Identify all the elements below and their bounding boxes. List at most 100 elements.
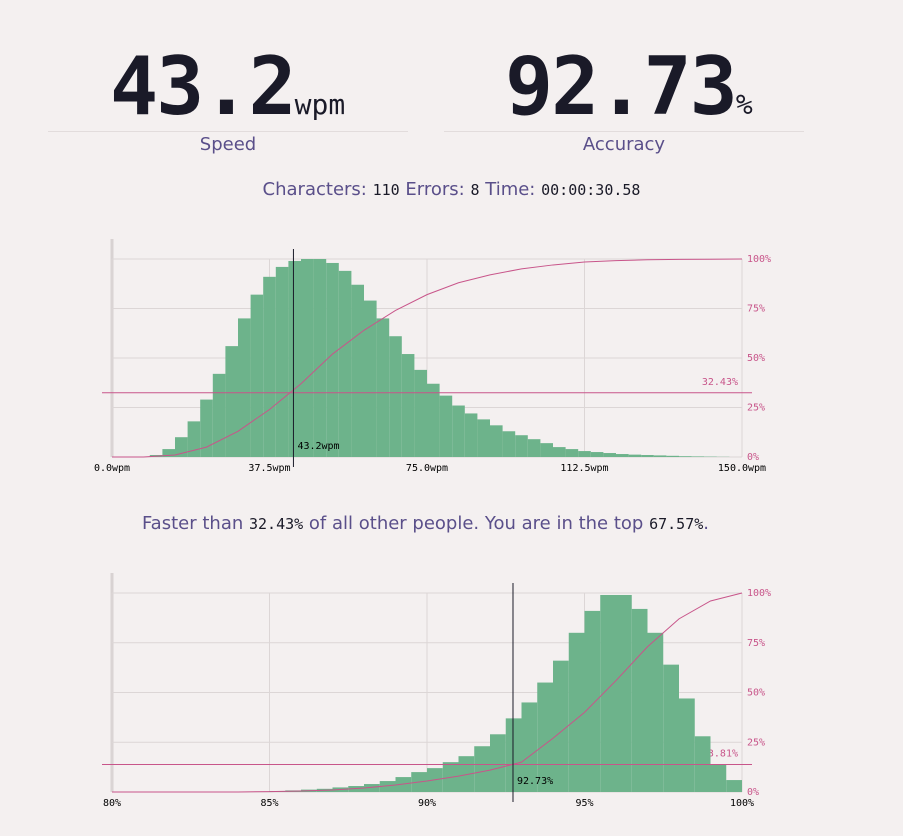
bar xyxy=(653,455,667,457)
text: of all other people. You are in the top xyxy=(308,513,644,534)
bar xyxy=(200,399,213,457)
bar xyxy=(553,660,569,792)
text: . xyxy=(703,513,710,534)
speed-label: Speed xyxy=(199,134,257,155)
bar xyxy=(364,300,377,457)
bar xyxy=(616,454,629,457)
bar xyxy=(212,373,226,457)
separator xyxy=(48,131,408,132)
time-label: Time: xyxy=(485,179,536,200)
bar xyxy=(679,698,695,792)
y2-tick-label: 75% xyxy=(747,638,765,649)
errors-value: 8 xyxy=(470,181,480,199)
bar xyxy=(540,443,553,457)
bar xyxy=(710,764,727,792)
accuracy-label: Accuracy xyxy=(582,134,666,155)
y2-tick-label: 25% xyxy=(747,737,765,748)
percentile-label: 13.81% xyxy=(702,749,738,760)
speed-number: 43.2 xyxy=(110,40,297,133)
bar xyxy=(663,664,679,792)
bar xyxy=(600,594,616,792)
bar xyxy=(603,453,616,457)
bar xyxy=(225,346,238,457)
text: Faster than xyxy=(141,513,244,534)
y2-tick-label: 25% xyxy=(747,403,765,414)
top-value: 67.57% xyxy=(649,515,704,533)
bar xyxy=(641,455,654,457)
bar xyxy=(474,746,490,792)
user-marker-label: 43.2wpm xyxy=(297,441,339,452)
bar xyxy=(584,610,601,792)
x-tick-label: 75.0wpm xyxy=(406,463,448,474)
x-tick-label: 150.0wpm xyxy=(718,463,766,474)
bar xyxy=(364,784,380,792)
bar xyxy=(389,336,402,457)
percentile-label: 32.43% xyxy=(702,377,738,388)
bar xyxy=(502,431,516,457)
bar xyxy=(505,718,522,792)
y2-tick-label: 0% xyxy=(747,452,759,463)
bar xyxy=(162,449,175,457)
bar xyxy=(631,608,648,792)
bar xyxy=(379,781,396,792)
bar xyxy=(628,454,642,457)
percentile: Faster than 32.43% of all other people. … xyxy=(0,513,877,534)
y2-tick-label: 50% xyxy=(747,353,765,364)
bar xyxy=(490,425,503,457)
bar xyxy=(250,294,264,457)
cdf-line xyxy=(112,592,743,793)
bar xyxy=(439,395,453,457)
bar xyxy=(326,262,339,457)
y2-tick-label: 50% xyxy=(747,688,765,699)
separator xyxy=(444,131,804,132)
bar xyxy=(338,270,352,457)
bar xyxy=(553,447,566,457)
bar xyxy=(452,405,465,457)
bar xyxy=(275,266,289,457)
accuracy-value: 92.73% xyxy=(505,42,753,150)
bar xyxy=(238,318,251,457)
faster-value: 32.43% xyxy=(249,515,304,533)
bar xyxy=(691,456,705,457)
x-tick-label: 112.5wpm xyxy=(560,463,608,474)
x-tick-label: 90% xyxy=(418,798,436,809)
bar xyxy=(301,259,314,457)
bar xyxy=(527,439,541,457)
y2-tick-label: 100% xyxy=(747,588,771,599)
bar xyxy=(288,260,301,457)
y2-tick-label: 75% xyxy=(747,304,765,315)
bar xyxy=(590,452,604,457)
bar xyxy=(427,383,440,457)
bar xyxy=(616,594,632,792)
x-tick-label: 37.5wpm xyxy=(248,463,290,474)
bar xyxy=(726,780,742,792)
bar xyxy=(477,419,490,457)
x-tick-label: 80% xyxy=(103,798,121,809)
bar xyxy=(401,354,415,457)
time-value: 00:00:30.58 xyxy=(541,181,641,199)
y2-tick-label: 0% xyxy=(747,787,759,798)
bar xyxy=(666,455,679,457)
bar xyxy=(515,435,528,457)
bar xyxy=(647,632,664,792)
bar xyxy=(263,276,276,457)
x-tick-label: 85% xyxy=(260,798,278,809)
bar xyxy=(175,437,188,457)
characters-value: 110 xyxy=(372,181,400,199)
accuracy-number: 92.73 xyxy=(505,40,738,133)
bar xyxy=(568,632,585,792)
bar xyxy=(376,318,390,457)
bar xyxy=(313,259,327,457)
accuracy-unit: % xyxy=(735,88,753,121)
bar xyxy=(490,734,506,792)
x-tick-label: 95% xyxy=(575,798,593,809)
bar xyxy=(187,421,201,457)
errors-label: Errors: xyxy=(405,179,465,200)
bar xyxy=(565,449,579,457)
characters-label: Characters: xyxy=(262,179,367,200)
bar xyxy=(679,456,692,457)
bar xyxy=(521,702,538,792)
bar xyxy=(464,413,478,457)
speed-unit: wpm xyxy=(294,88,346,121)
